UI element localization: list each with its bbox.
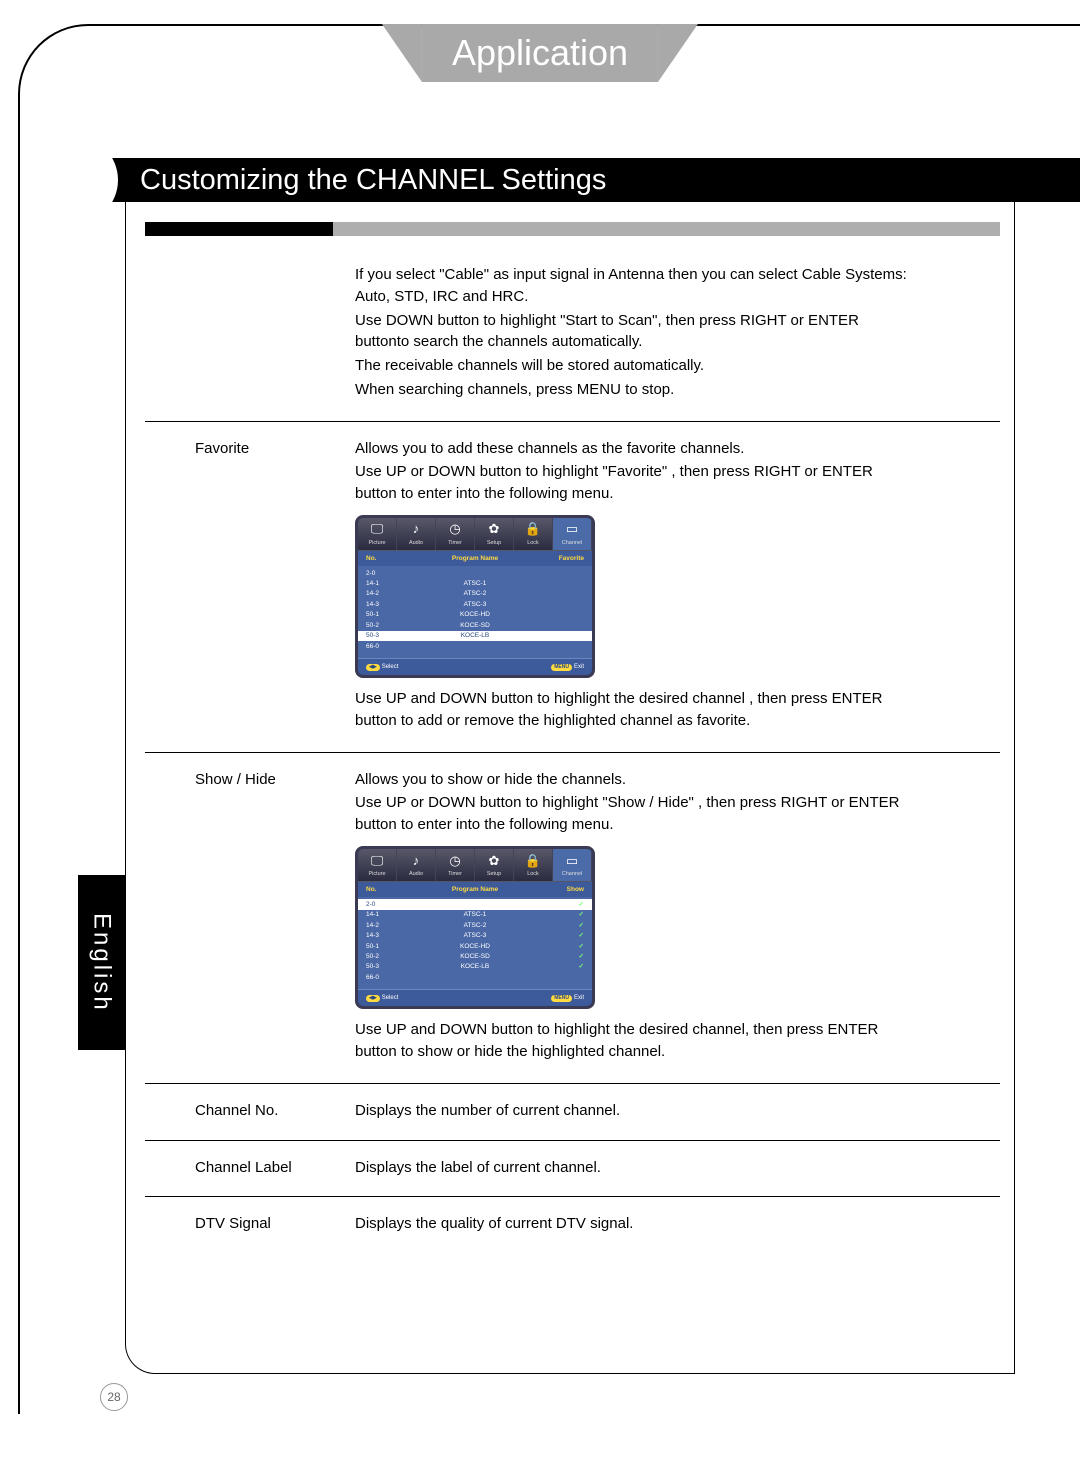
- osd-tab-icon: 🔒: [524, 521, 542, 539]
- channel-no-label: Channel No.: [195, 1100, 355, 1122]
- osd-channel-row: 50-2KOCE-SD: [366, 620, 584, 630]
- section-underline-bar: [145, 222, 1000, 236]
- osd-tab-timer: ◷Timer: [436, 518, 475, 550]
- dtv-signal-desc: Displays the quality of current DTV sign…: [355, 1213, 915, 1235]
- osd-channel-row: 66-0: [366, 972, 584, 982]
- showhide-desc-1: Allows you to show or hide the channels.: [355, 769, 915, 791]
- page-number: 28: [100, 1383, 128, 1411]
- osd-tab-audio: ♪Audio: [397, 849, 436, 881]
- osd-tab-icon: ♪: [407, 521, 425, 539]
- header-title: Application: [422, 24, 658, 82]
- showhide-desc-3: Use UP and DOWN button to highlight the …: [355, 1019, 915, 1063]
- osd-tab-lock: 🔒Lock: [514, 518, 553, 550]
- osd-tab-lock: 🔒Lock: [514, 849, 553, 881]
- language-tab: English: [78, 875, 125, 1050]
- showhide-menu-screenshot: 🖵Picture♪Audio◷Timer✿Setup🔒Lock▭Channel …: [355, 846, 595, 1009]
- showhide-label: Show / Hide: [195, 769, 355, 1065]
- channel-label-desc: Displays the label of current channel.: [355, 1157, 915, 1179]
- channel-no-desc: Displays the number of current channel.: [355, 1100, 915, 1122]
- osd-tab-icon: 🖵: [368, 521, 386, 539]
- osd-tab-audio: ♪Audio: [397, 518, 436, 550]
- osd-channel-row: 14-3ATSC-3✓: [366, 931, 584, 941]
- osd-channel-row: 14-1ATSC-1✓: [366, 910, 584, 920]
- osd-channel-row: 50-3KOCE-LB: [358, 631, 592, 641]
- section-title: Customizing the CHANNEL Settings: [140, 164, 606, 197]
- intro-text: If you select "Cable" as input signal in…: [355, 264, 915, 403]
- favorite-menu-screenshot: 🖵Picture♪Audio◷Timer✿Setup🔒Lock▭Channel …: [355, 515, 595, 678]
- osd-channel-row: 50-1KOCE-HD: [366, 610, 584, 620]
- dtv-signal-label: DTV Signal: [195, 1213, 355, 1235]
- osd-tab-setup: ✿Setup: [475, 849, 514, 881]
- osd-tab-icon: ✿: [485, 852, 503, 870]
- osd-tab-icon: ▭: [563, 521, 581, 539]
- osd-tab-channel: ▭Channel: [553, 849, 592, 881]
- osd-channel-row: 14-3ATSC-3: [366, 599, 584, 609]
- osd-channel-row: 50-3KOCE-LB✓: [366, 962, 584, 972]
- favorite-desc-2: Use UP or DOWN button to highlight "Favo…: [355, 461, 915, 505]
- osd-channel-row: 50-1KOCE-HD✓: [366, 941, 584, 951]
- osd-tab-icon: ◷: [446, 521, 464, 539]
- osd-channel-row: 2-0✓: [358, 899, 592, 909]
- osd-channel-row: 14-2ATSC-2✓: [366, 920, 584, 930]
- osd-tab-setup: ✿Setup: [475, 518, 514, 550]
- osd-tab-icon: 🖵: [368, 852, 386, 870]
- osd-tab-icon: ♪: [407, 852, 425, 870]
- favorite-label: Favorite: [195, 438, 355, 734]
- favorite-desc-3: Use UP and DOWN button to highlight the …: [355, 688, 915, 732]
- language-label: English: [88, 913, 116, 1013]
- channel-label-row: Channel Label Displays the label of curr…: [145, 1141, 1000, 1198]
- favorite-row: Favorite Allows you to add these channel…: [145, 422, 1000, 753]
- showhide-desc-2: Use UP or DOWN button to highlight "Show…: [355, 792, 915, 836]
- section-bullet-circle: [30, 136, 118, 224]
- channel-label-label: Channel Label: [195, 1157, 355, 1179]
- osd-tab-icon: 🔒: [524, 852, 542, 870]
- osd-tab-icon: ◷: [446, 852, 464, 870]
- osd-tab-picture: 🖵Picture: [358, 518, 397, 550]
- osd-channel-row: 50-2KOCE-SD✓: [366, 951, 584, 961]
- osd-tab-timer: ◷Timer: [436, 849, 475, 881]
- dtv-signal-row: DTV Signal Displays the quality of curre…: [145, 1197, 1000, 1253]
- osd-tab-picture: 🖵Picture: [358, 849, 397, 881]
- osd-tab-icon: ▭: [563, 852, 581, 870]
- section-title-bar: Customizing the CHANNEL Settings: [78, 158, 1080, 202]
- favorite-desc-1: Allows you to add these channels as the …: [355, 438, 915, 460]
- osd-tab-channel: ▭Channel: [553, 518, 592, 550]
- osd-channel-row: 2-0: [366, 568, 584, 578]
- channel-no-row: Channel No. Displays the number of curre…: [145, 1084, 1000, 1141]
- content-area: If you select "Cable" as input signal in…: [145, 248, 1000, 1253]
- osd-tab-icon: ✿: [485, 521, 503, 539]
- intro-row: If you select "Cable" as input signal in…: [145, 248, 1000, 422]
- showhide-row: Show / Hide Allows you to show or hide t…: [145, 753, 1000, 1084]
- osd-channel-row: 14-1ATSC-1: [366, 579, 584, 589]
- header-tab: Application: [382, 24, 698, 82]
- osd-channel-row: 14-2ATSC-2: [366, 589, 584, 599]
- osd-channel-row: 66-0: [366, 641, 584, 651]
